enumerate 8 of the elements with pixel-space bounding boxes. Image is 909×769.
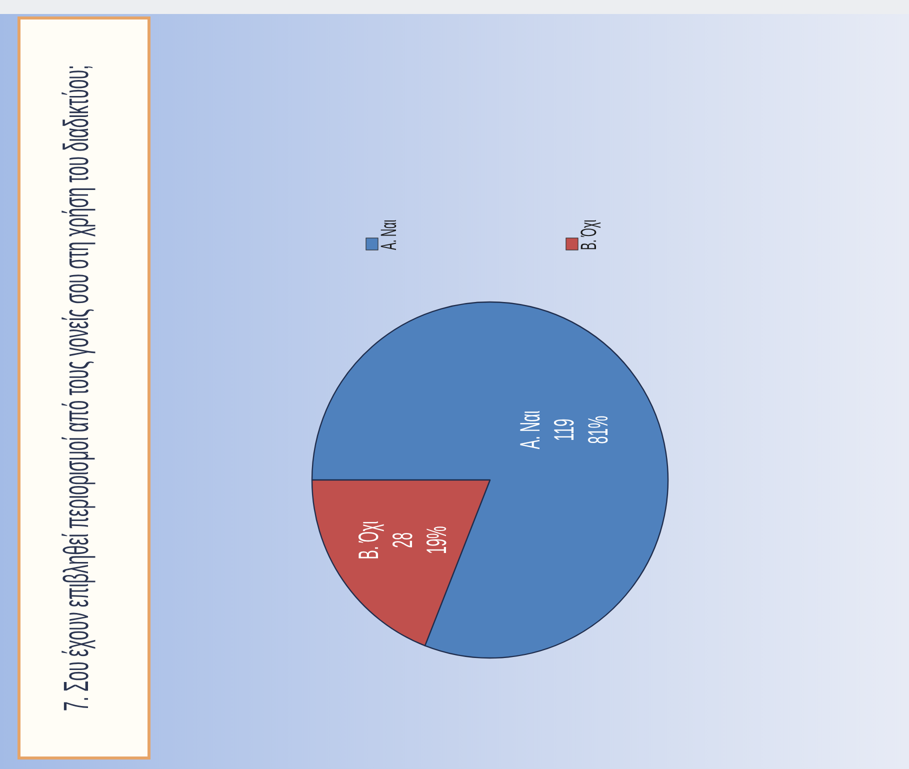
slice-label: B. Όχι — [352, 520, 384, 560]
pie-slice — [311, 302, 668, 659]
legend-label: A. Ναι — [376, 220, 402, 250]
slice-label: A. Ναι — [514, 410, 546, 450]
data-label: 119 81% — [548, 416, 614, 444]
legend-label: B. Όχι — [576, 220, 602, 250]
text: 7. Σου έχουν επιβληθεί περιορισμοί από τους γονείς σου στη χρήση του διαδικτύου; — [56, 64, 96, 712]
data-label: 28 19% — [386, 526, 452, 554]
